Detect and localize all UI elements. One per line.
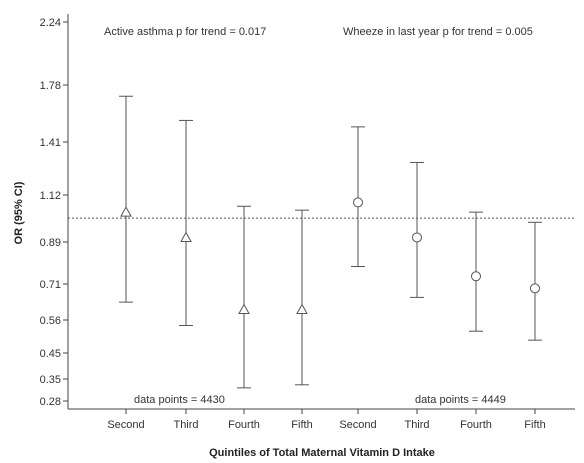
wheeze-trend-annotation: Wheeze in last year p for trend = 0.005 [343, 26, 533, 38]
y-axis-ticks: 0.28 0.35 0.45 0.56 0.71 0.89 1.12 1.41 1.78 2.24 [40, 17, 68, 408]
plot-frame [67, 14, 575, 410]
x-axis-title: Quintiles of Total Maternal Vitamin D In… [209, 447, 435, 459]
wheeze-data-points-annotation: data points = 4449 [415, 394, 506, 406]
x-tick-label: Second [339, 419, 376, 431]
circle-point-marker [412, 232, 422, 243]
triangle-point-marker [238, 303, 250, 315]
x-tick-label: Fifth [291, 419, 312, 431]
active-asthma-data-points-annotation: data points = 4430 [134, 394, 225, 406]
y-tick-label: 1.12 [40, 190, 61, 202]
data-marks [119, 95, 542, 389]
y-tick-label: 1.41 [40, 137, 61, 149]
y-tick-label: 0.71 [40, 279, 61, 291]
y-tick-label: 2.24 [40, 17, 61, 29]
x-tick-label: Fourth [460, 419, 492, 431]
y-tick-label: 0.56 [40, 315, 61, 327]
y-tick-label: 0.35 [40, 374, 61, 386]
y-tick-label: 0.45 [40, 348, 61, 360]
x-tick-label: Third [404, 419, 429, 431]
x-tick-label: Second [107, 419, 144, 431]
x-tick-label: Fourth [228, 419, 260, 431]
x-axis-ticks: Second Third Fourth Fifth Second Third Fourth F… [107, 409, 546, 431]
active-asthma-trend-annotation: Active asthma p for trend = 0.017 [104, 26, 266, 38]
circle-point-marker [471, 271, 481, 282]
circle-point-marker [530, 283, 540, 294]
y-tick-label: 0.89 [40, 237, 61, 249]
triangle-point-marker [120, 206, 132, 217]
circle-point-marker [353, 197, 363, 208]
y-tick-label: 0.28 [40, 396, 61, 408]
y-tick-label: 1.78 [40, 80, 61, 92]
triangle-point-marker [180, 231, 192, 242]
x-tick-label: Third [173, 419, 198, 431]
x-tick-label: Fifth [524, 419, 545, 431]
y-axis-title: OR (95% CI) [13, 181, 25, 244]
triangle-point-marker [296, 303, 308, 315]
